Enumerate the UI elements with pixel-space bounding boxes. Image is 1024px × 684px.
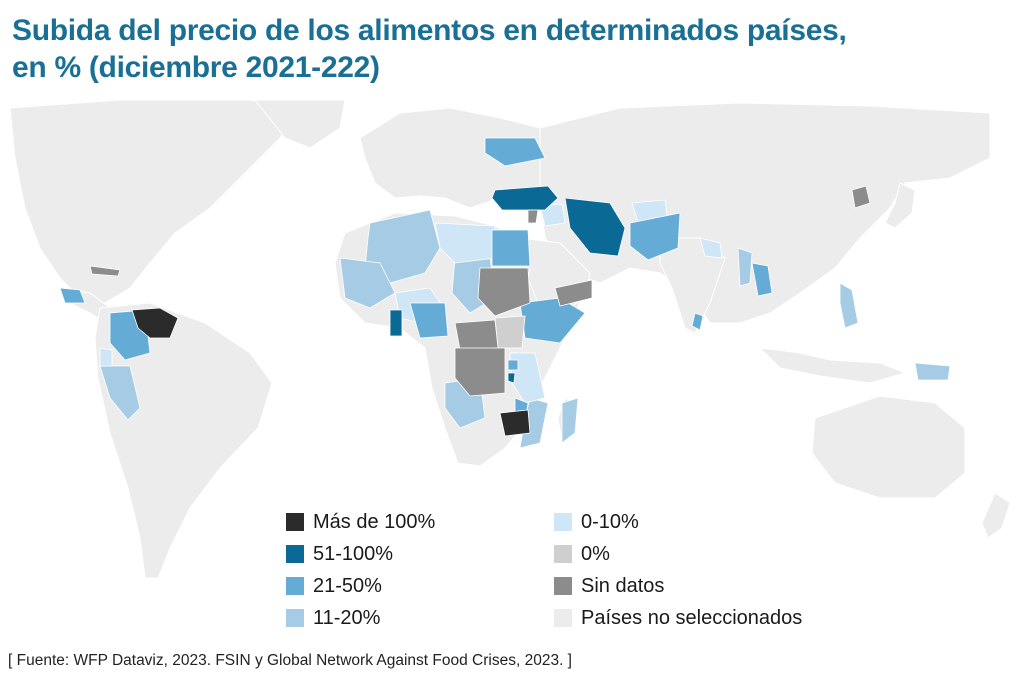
country-south-sudan [494, 315, 526, 349]
legend-item-11-20: 11-20% [286, 606, 380, 630]
legend-swatch-0 [554, 545, 572, 563]
legend-swatch-11-20 [286, 609, 304, 627]
country-rwanda [507, 359, 519, 371]
asia [539, 102, 991, 324]
source-note: [ Fuente: WFP Dataviz, 2023. FSIN y Glob… [8, 652, 572, 669]
legend-swatch-mas-100 [286, 513, 304, 531]
country-iran [564, 197, 626, 257]
country-syria [539, 203, 566, 227]
legend-label: 0-10% [581, 510, 639, 533]
map-legend: Más de 100% 51-100% 21-50% 11-20% 0-10% … [286, 505, 826, 635]
world-map [9, 99, 1011, 579]
legend-label: Países no seleccionados [581, 606, 803, 629]
country-lebanon [527, 209, 539, 224]
country-india-east [699, 237, 723, 259]
country-laos [751, 262, 773, 297]
country-venezuela [131, 307, 179, 339]
country-ukraine [484, 137, 546, 167]
legend-swatch-sin-datos [554, 577, 572, 595]
country-turkey [491, 185, 559, 211]
australia [811, 395, 966, 499]
legend-item-sin-datos: Sin datos [554, 574, 664, 598]
country-papua [914, 362, 951, 381]
north-america [9, 99, 301, 304]
legend-swatch-51-100 [286, 545, 304, 563]
country-ecuador-peru [99, 365, 141, 421]
south-america [94, 302, 273, 579]
country-ghana [389, 309, 403, 337]
country-sudan [477, 267, 531, 317]
country-pakistan [629, 212, 681, 261]
title-line-2: en % (diciembre 2021-222) [12, 51, 380, 84]
country-north-korea [851, 185, 871, 209]
country-myanmar [737, 247, 753, 287]
country-egypt [491, 229, 531, 267]
country-philippines [839, 282, 859, 329]
legend-label: 11-20% [313, 606, 381, 629]
legend-label: 0% [581, 542, 610, 565]
japan [884, 182, 916, 229]
country-cuba [89, 265, 121, 277]
legend-item-21-50: 21-50% [286, 574, 382, 598]
country-car [454, 319, 499, 351]
legend-item-0: 0% [554, 542, 610, 566]
country-north-africa-west [364, 209, 441, 284]
country-guatemala [59, 287, 86, 304]
legend-label: 21-50% [313, 574, 382, 597]
greenland [253, 99, 346, 149]
legend-swatch-no-seleccionados [554, 609, 572, 627]
map-title: Subida del precio de los alimentos en de… [12, 12, 1012, 86]
country-yemen [554, 279, 593, 307]
country-burundi [507, 372, 516, 384]
legend-swatch-0-10 [554, 513, 572, 531]
legend-swatch-21-50 [286, 577, 304, 595]
legend-item-51-100: 51-100% [286, 542, 393, 566]
title-line-1: Subida del precio de los alimentos en de… [12, 14, 847, 47]
country-ethiopia [519, 297, 586, 344]
europe [359, 107, 541, 209]
legend-label: Más de 100% [313, 510, 436, 533]
new-zealand [981, 492, 1011, 539]
country-madagascar [561, 397, 579, 444]
legend-item-0-10: 0-10% [554, 510, 639, 534]
country-nigeria [409, 302, 449, 339]
legend-label: 51-100% [313, 542, 394, 565]
indonesia [758, 347, 907, 384]
legend-label: Sin datos [581, 574, 665, 597]
country-algeria-libya [434, 222, 496, 264]
legend-item-mas-100: Más de 100% [286, 510, 435, 534]
legend-item-no-seleccionados: Países no seleccionados [554, 606, 802, 630]
country-sri-lanka [691, 312, 704, 331]
country-colombia-west [99, 347, 113, 367]
country-sahel-west [339, 257, 396, 309]
country-zimbabwe [499, 409, 531, 437]
country-drc [454, 347, 506, 397]
